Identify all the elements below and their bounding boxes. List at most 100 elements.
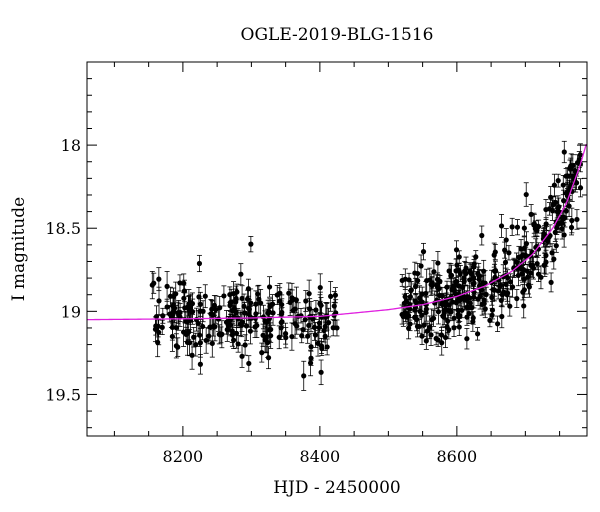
data-point [312, 332, 319, 338]
data-point [402, 276, 408, 282]
data-point [233, 330, 240, 336]
data-point [229, 332, 236, 338]
data-point [562, 215, 568, 221]
data-point [171, 309, 177, 315]
data-point [424, 328, 430, 334]
data-point [175, 344, 181, 350]
y-axis-label: I magnitude [9, 197, 29, 301]
data-point [206, 333, 212, 339]
data-point [260, 332, 266, 338]
data-point [451, 315, 457, 321]
data-point [248, 241, 254, 247]
data-point [561, 232, 567, 238]
data-point [287, 299, 293, 305]
data-point [412, 270, 418, 276]
data-point [428, 282, 434, 288]
data-point [181, 280, 187, 286]
y-tick-label: 18 [61, 136, 81, 155]
data-point [457, 313, 463, 319]
data-point [454, 262, 460, 268]
data-point [246, 311, 252, 317]
data-point [243, 323, 250, 329]
x-tick-label: 8200 [163, 447, 204, 466]
data-point [435, 285, 441, 291]
data-point [555, 205, 561, 211]
data-point [200, 323, 206, 330]
data-point [436, 292, 443, 299]
data-point [528, 270, 534, 276]
data-point [262, 337, 268, 343]
data-point [428, 332, 434, 338]
data-point [499, 313, 505, 320]
data-point [464, 304, 470, 310]
data-point [279, 319, 285, 325]
data-point [503, 237, 509, 243]
data-point [554, 208, 560, 215]
data-point [514, 295, 520, 302]
data-point [211, 302, 218, 308]
data-point [404, 314, 410, 320]
data-point [431, 269, 437, 275]
data-point [259, 350, 265, 356]
data-point [574, 159, 581, 166]
data-point [170, 303, 176, 309]
data-point [453, 278, 459, 284]
data-point [502, 259, 509, 266]
data-point [197, 340, 203, 346]
data-point [184, 339, 191, 346]
data-point [462, 268, 468, 274]
data-point [301, 373, 307, 379]
data-point [167, 293, 174, 299]
data-point [156, 329, 162, 335]
data-point [184, 318, 191, 324]
data-point [514, 224, 521, 230]
data-point [560, 182, 566, 188]
data-point [322, 333, 328, 339]
data-point [173, 291, 179, 297]
data-point [479, 232, 485, 239]
data-point [189, 352, 195, 358]
axis-ticks: 8200 8400 8600 18 18.5 19 19.5 [45, 62, 587, 466]
data-point [418, 263, 424, 269]
data-point [534, 227, 540, 233]
data-point [197, 361, 203, 367]
data-point [164, 283, 170, 289]
data-point [420, 249, 427, 255]
data-point [419, 333, 425, 339]
data-point [276, 334, 282, 340]
data-point [209, 306, 215, 312]
data-point [523, 241, 530, 247]
data-point [561, 149, 567, 155]
data-point [321, 327, 327, 334]
data-point [471, 294, 477, 300]
data-point [255, 291, 261, 297]
data-point [509, 284, 516, 290]
data-point [540, 236, 547, 242]
data-point [267, 303, 273, 310]
data-point [442, 307, 448, 313]
data-point [155, 339, 161, 345]
data-point [316, 324, 322, 331]
data-point [408, 287, 414, 293]
data-point [534, 261, 540, 267]
data-point [456, 324, 462, 330]
data-point [451, 287, 457, 293]
data-point [319, 345, 325, 352]
data-point [306, 322, 312, 329]
x-axis-label: HJD - 2450000 [273, 478, 401, 498]
data-point [489, 307, 496, 313]
data-point [433, 335, 439, 342]
data-point [531, 221, 537, 227]
data-point [482, 306, 488, 312]
data-point [282, 331, 289, 337]
data-point [202, 293, 208, 299]
data-point [419, 312, 425, 318]
data-point [266, 327, 273, 333]
data-point [500, 289, 507, 295]
data-point [521, 287, 527, 293]
data-point [561, 198, 567, 204]
data-point [177, 280, 183, 286]
data-point [413, 316, 420, 323]
data-point [435, 309, 442, 315]
data-point [311, 324, 318, 330]
